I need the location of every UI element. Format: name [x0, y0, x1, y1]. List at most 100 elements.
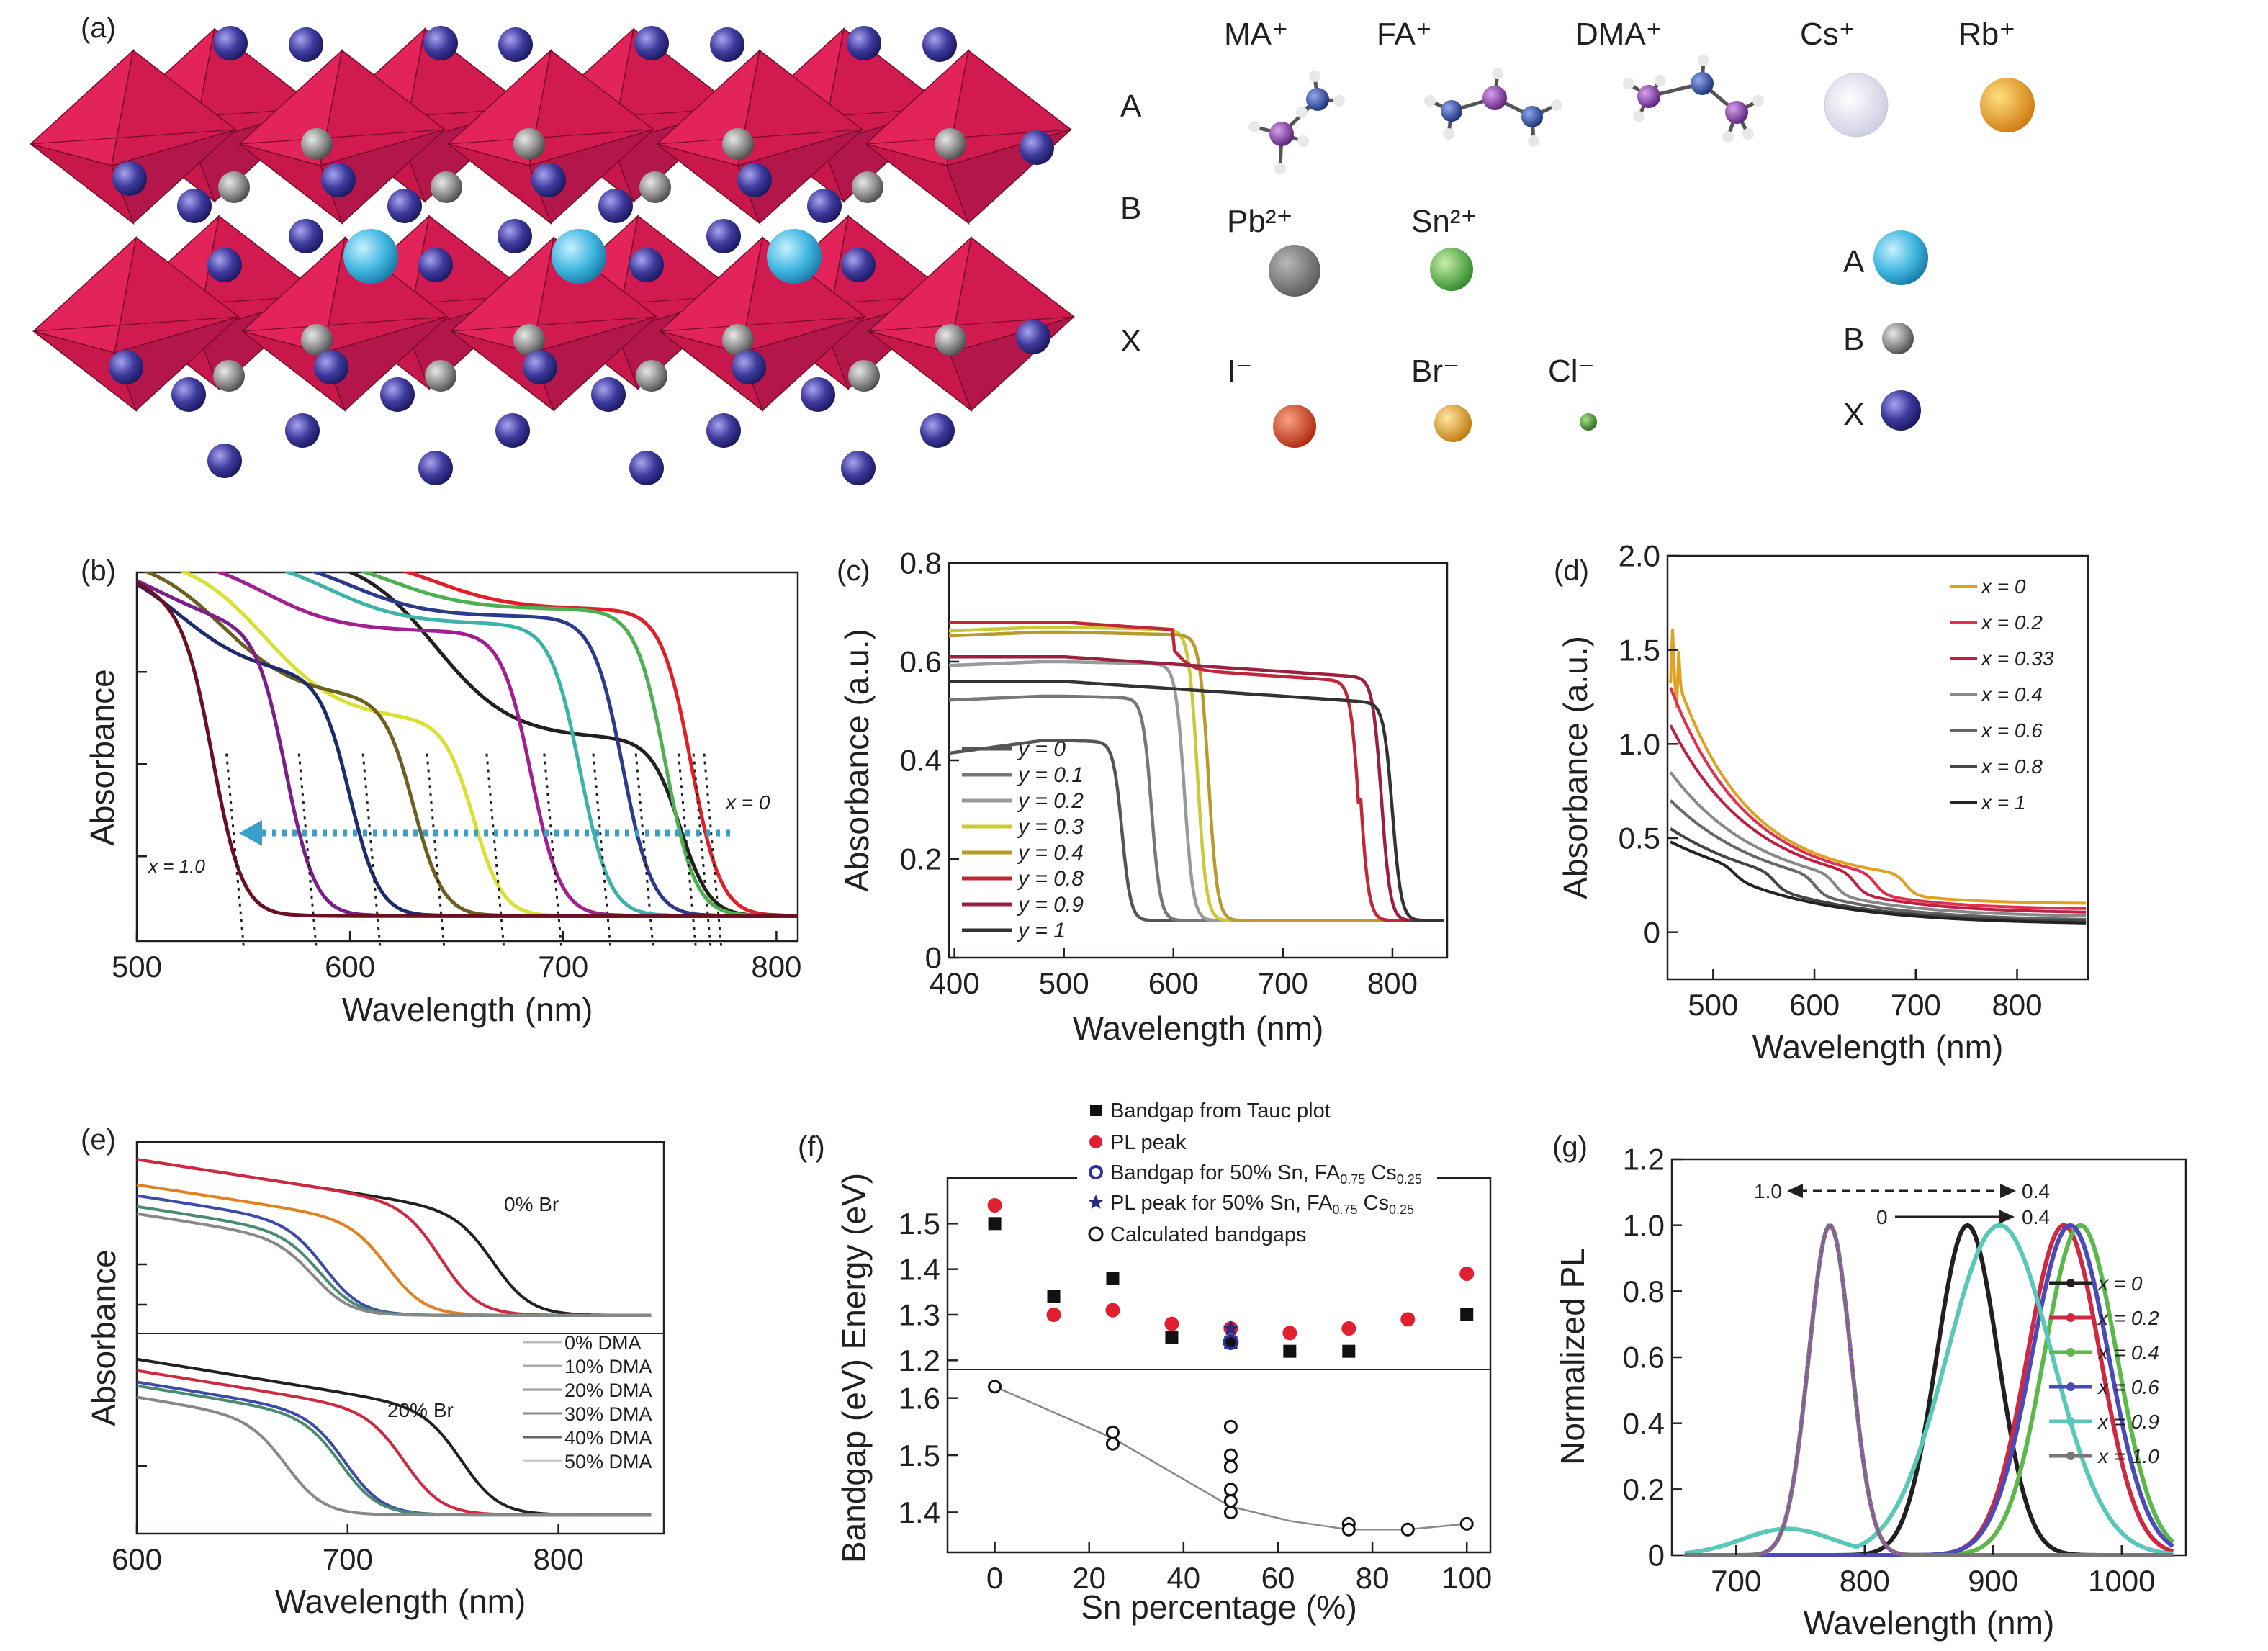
panel-e-legend-label: 30% DMA	[564, 1403, 652, 1425]
x-site-atom	[418, 451, 453, 485]
panel-b-curve	[310, 572, 798, 918]
panel-g-y-tick-label: 1.0	[1623, 1208, 1665, 1242]
panel-d-legend-label: x = 0	[1980, 575, 2026, 598]
panel-d-x-tick-label: 700	[1891, 988, 1941, 1022]
panel-c-axes: 400 500 600 700 800 0 0.2 0.4 0.6 0.8	[900, 546, 1418, 1000]
b-site-atom	[636, 360, 667, 392]
panel-f-tauc-point	[1106, 1272, 1120, 1285]
panel-g-series	[1684, 1223, 2175, 1557]
panel-e-legend-label: 50% DMA	[564, 1451, 652, 1472]
panel-f-tauc-point	[1283, 1344, 1297, 1358]
panel-f-x-tick-label: 0	[986, 1561, 1003, 1595]
molecule-atom	[1722, 131, 1734, 143]
molecule-atom	[1269, 122, 1294, 146]
octahedron-face	[111, 129, 237, 225]
molecule-atom	[1691, 72, 1714, 95]
panel-f-legend-label: Calculated bandgaps	[1110, 1223, 1306, 1246]
x-site-atom	[706, 219, 741, 253]
b-site-atom	[935, 324, 966, 356]
panel-d-axes: 500 600 700 800 0 0.5 1.0 1.5 2.0	[1619, 539, 2043, 1022]
perovskite-lattice	[29, 26, 1076, 485]
organic-cation-molecules	[1248, 55, 1764, 174]
panel-b-x-tick-label: 700	[538, 950, 588, 984]
panel-g-x-tick-label: 800	[1840, 1564, 1890, 1598]
ma-molecule	[1248, 71, 1345, 174]
row-label-b: B	[1120, 191, 1141, 226]
x-site-atom	[289, 27, 323, 62]
molecule-atom	[1274, 163, 1286, 174]
pb-ion-sphere	[1269, 245, 1320, 297]
panel-g-annot-zero: 0	[1876, 1206, 1888, 1228]
legend-x-text: X	[1843, 397, 1864, 432]
panel-f-x-tick-label: 20	[1072, 1561, 1106, 1595]
panel-e-x-tick-label: 600	[112, 1542, 162, 1576]
panel-c-curve	[949, 680, 1444, 922]
panel-c-xlabel: Wavelength (nm)	[1073, 1009, 1324, 1047]
panel-c-legend-label: y = 0.2	[1017, 789, 1084, 813]
x-site-atom	[112, 161, 147, 196]
panel-e-legend-bg	[520, 1338, 662, 1482]
panel-d-y-tick-label: 2.0	[1619, 539, 1660, 573]
b-site-atom	[722, 324, 754, 356]
x-site-atom	[289, 219, 323, 253]
panel-e-curve	[136, 1183, 652, 1317]
panel-d-y-tick-label: 1.0	[1619, 727, 1660, 761]
panel-b-tangent-line	[297, 753, 318, 949]
panel-c-legend-label: y = 0.9	[1017, 893, 1084, 917]
panel-d-series	[1669, 629, 2087, 925]
panel-d-x-tick-label: 500	[1688, 988, 1738, 1022]
panel-b-annot-x1: x = 1.0	[147, 855, 205, 877]
x-site-atom	[706, 413, 741, 448]
x-site-atom	[523, 350, 557, 384]
b-site-ions: Pb²⁺ Sn²⁺	[1227, 204, 1477, 297]
panel-c-legend-label: y = 0	[1017, 737, 1066, 761]
panel-c-legend-label: y = 0.4	[1017, 841, 1084, 865]
panel-b-curve	[402, 572, 798, 918]
b-ion-sn-label: Sn²⁺	[1411, 204, 1477, 239]
panel-e-axes: 600 700 800	[112, 1263, 584, 1576]
panel-e-curve	[136, 1158, 652, 1317]
x-site-atom	[387, 189, 422, 223]
x-site-atom	[1016, 320, 1050, 354]
panel-g-x-tick-label: 700	[1711, 1564, 1761, 1598]
x-site-atom	[213, 26, 248, 60]
panel-g-x-tick-label: 1000	[2088, 1564, 2155, 1598]
panel-b-label: (b)	[81, 555, 116, 587]
panel-d-xlabel: Wavelength (nm)	[1752, 1028, 2004, 1066]
b-site-atom	[513, 324, 545, 356]
panel-f-legend-label: Bandgap for 50% Sn, FA0.75 Cs0.25	[1110, 1161, 1422, 1187]
octahedron-edge	[30, 129, 236, 145]
panel-g-right-arrowhead-icon	[2000, 1184, 2016, 1198]
panel-f-x-tick-label: 100	[1441, 1561, 1492, 1595]
panel-b-tangent-line	[692, 753, 712, 949]
panel-g-legend-label: x = 1.0	[2097, 1445, 2159, 1467]
dma-molecule	[1623, 55, 1764, 143]
b-site-atom	[218, 171, 250, 203]
panel-b-tangent-line	[677, 753, 697, 949]
molecule-atom	[1725, 101, 1748, 124]
panel-c-x-tick-label: 500	[1039, 966, 1089, 1000]
abx-site-legend: A B X	[1843, 230, 1928, 432]
panel-f-legend-label: PL peak	[1110, 1131, 1187, 1154]
cation-cs-label: Cs⁺	[1800, 17, 1855, 52]
panel-f-calc-point	[1459, 1516, 1474, 1531]
panel-c-ylabel: Absorbance (a.u.)	[838, 629, 876, 892]
b-site-atom	[425, 360, 456, 392]
b-site-atom	[301, 324, 333, 356]
octahedron-edge	[657, 129, 863, 145]
x-site-atom	[380, 377, 415, 412]
panel-e-legend-label: 10% DMA	[564, 1356, 652, 1377]
legend-a-sphere	[1873, 230, 1928, 285]
panel-b-x-tick-label: 600	[325, 950, 375, 984]
x-site-atom	[732, 350, 766, 384]
panel-g-legend-marker	[2066, 1279, 2075, 1287]
panel-b-chart: (b) 500 600 700 800 x = 0 x = 1.0 Wavelengt…	[81, 555, 801, 1028]
panel-b-x-tick-label: 800	[751, 950, 801, 984]
panel-f-legend-facs-pl-marker	[1088, 1195, 1104, 1209]
panel-f-ybot-tick-label: 1.5	[899, 1439, 940, 1472]
panel-d-legend: x = 0 x = 0.2 x = 0.33 x = 0.4 x = 0.6 x = 0.…	[1950, 575, 2054, 814]
panel-f-pl-point	[1046, 1308, 1061, 1322]
